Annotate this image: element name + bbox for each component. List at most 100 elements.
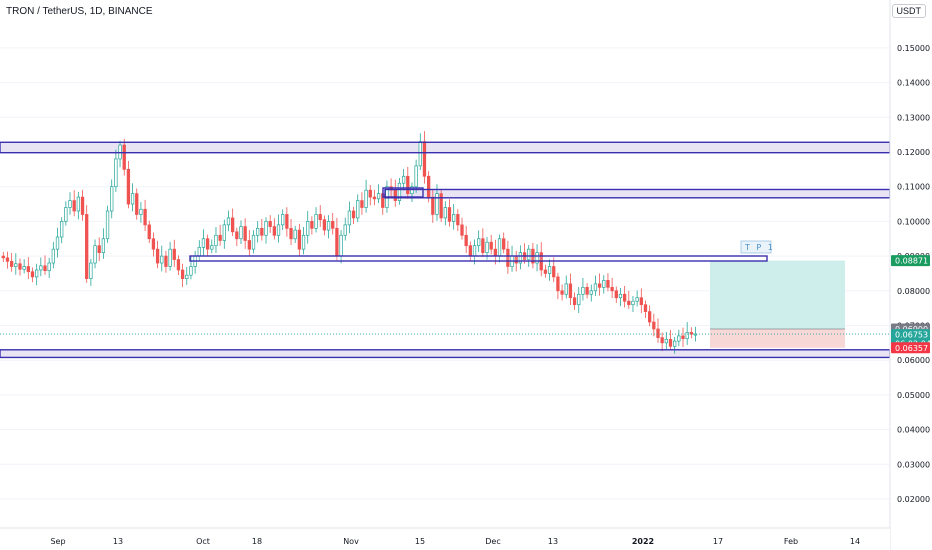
candle: [618, 288, 623, 307]
candle-down: [552, 266, 556, 278]
candle-up: [101, 238, 106, 253]
time-axis[interactable]: [0, 527, 890, 550]
candle: [155, 240, 160, 269]
y-tick-label: 0.03000: [897, 460, 930, 469]
candle-up: [239, 226, 243, 240]
candle: [39, 257, 43, 277]
candle-up: [631, 300, 635, 306]
candle: [306, 210, 310, 244]
candle-down: [647, 311, 652, 323]
candle-down: [72, 200, 76, 212]
stop-zone[interactable]: [710, 328, 845, 348]
candle-down: [572, 297, 577, 306]
x-tick-label: Nov: [343, 537, 359, 546]
candle-up: [210, 245, 214, 250]
candle: [297, 223, 302, 257]
candle-up: [264, 221, 268, 236]
candle-up: [418, 141, 422, 167]
candle-down: [85, 214, 89, 280]
candle: [560, 284, 564, 301]
candle: [55, 227, 60, 258]
candle-up: [189, 266, 193, 276]
candle: [139, 201, 143, 223]
candle-up: [435, 193, 439, 215]
candle-down: [318, 214, 322, 221]
y-tick-label: 0.13000: [897, 113, 930, 122]
zone-fill-support-low: [0, 349, 890, 358]
candle: [310, 216, 314, 235]
candle-up: [301, 234, 306, 250]
candle: [477, 230, 481, 252]
candle-down: [406, 175, 410, 194]
candle: [135, 188, 139, 220]
candle: [689, 327, 693, 339]
candle-up: [518, 252, 523, 264]
candle-down: [681, 335, 685, 340]
currency-selector[interactable]: USDT: [891, 4, 926, 18]
candle-down: [568, 283, 573, 299]
candle: [126, 161, 131, 209]
candle: [506, 240, 510, 274]
candle-down: [297, 229, 302, 250]
candle: [318, 205, 322, 227]
candle: [673, 336, 677, 354]
target-zone[interactable]: [710, 260, 845, 329]
candle: [622, 285, 627, 308]
symbol-title: TRON / TetherUS, 1D, BINANCE: [6, 6, 153, 17]
candle: [185, 266, 189, 285]
candle: [456, 209, 460, 232]
candle: [89, 258, 93, 286]
candle: [418, 133, 422, 171]
candle-up: [547, 266, 552, 274]
tp-label: T P 1: [744, 243, 775, 252]
candle-up: [602, 280, 606, 288]
candle-down: [176, 259, 181, 271]
candle-down: [506, 248, 510, 267]
candle: [272, 218, 276, 240]
candle: [322, 215, 327, 236]
candle-up: [472, 245, 477, 257]
candle-up: [347, 210, 352, 226]
candle: [443, 201, 447, 226]
candle: [214, 226, 218, 253]
candle-down: [639, 297, 643, 306]
candle: [368, 184, 372, 206]
x-tick-label: 13: [548, 537, 558, 546]
candle-up: [364, 189, 368, 208]
candle: [26, 257, 30, 280]
price-axis-bg: [890, 0, 932, 550]
candle-down: [456, 214, 460, 226]
x-tick-label: Feb: [784, 537, 798, 546]
candle-down: [597, 283, 602, 288]
candle: [581, 277, 585, 301]
candle-down: [481, 238, 485, 253]
stop-price-tag-value: 0.06357: [895, 344, 928, 353]
candle: [118, 140, 122, 168]
long-position-tool[interactable]: [710, 260, 845, 348]
candle: [372, 189, 377, 206]
candle-down: [5, 257, 10, 262]
candle-up: [306, 221, 310, 236]
candle: [43, 255, 47, 275]
candle: [264, 217, 268, 244]
candle-up: [222, 224, 226, 241]
candle-down: [164, 255, 168, 267]
candle: [556, 272, 560, 300]
candle: [360, 192, 364, 215]
candle: [268, 215, 272, 233]
candle-up: [677, 335, 681, 342]
candle: [235, 227, 239, 247]
candle: [664, 332, 668, 350]
candle-up: [376, 193, 381, 200]
candle: [243, 218, 247, 249]
tp-label-box[interactable]: T P 1: [740, 240, 775, 254]
candle-up: [326, 221, 331, 231]
candle: [406, 166, 410, 199]
candle: [452, 204, 456, 230]
price-axis[interactable]: [889, 0, 932, 550]
candle-up: [201, 238, 206, 248]
candle: [22, 259, 26, 274]
candle-down: [172, 248, 176, 260]
candle-up: [197, 247, 201, 257]
